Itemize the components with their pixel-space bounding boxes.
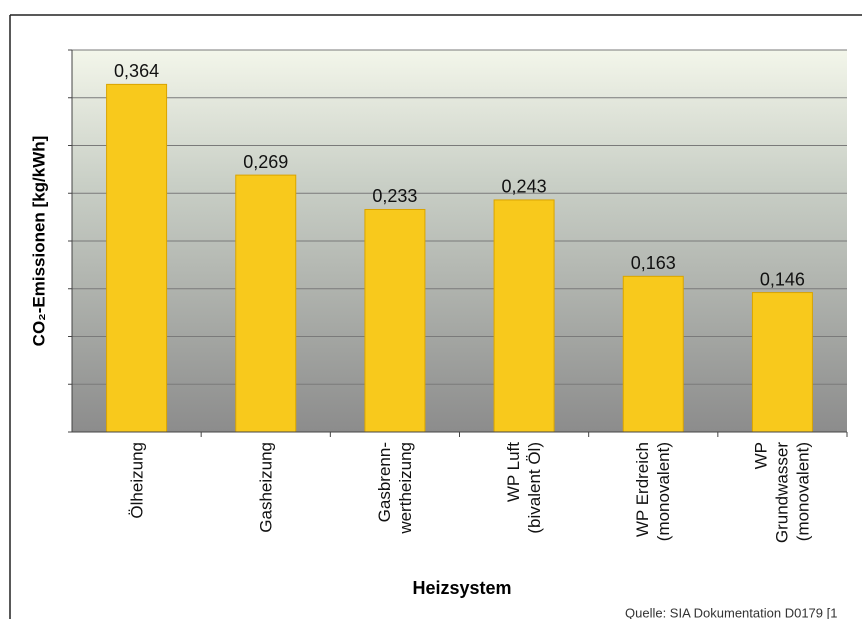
value-label: 0,163 [631, 253, 676, 273]
x-axis-title: Heizsystem [412, 578, 511, 598]
x-tick-label: WP Erdreich (monovalent) [633, 442, 674, 542]
x-tick-label: Gasbrenn- wertheizung [374, 442, 415, 534]
value-label: 0,269 [243, 152, 288, 172]
bar [364, 208, 426, 433]
y-axis-title: CO₂-Emissionen [kg/kWh] [29, 136, 48, 347]
source-note: Quelle: SIA Dokumentation D0179 [1 [625, 605, 837, 619]
bar [751, 292, 813, 433]
value-label: 0,146 [760, 269, 805, 289]
value-label: 0,364 [114, 61, 159, 81]
value-label: 0,233 [372, 186, 417, 206]
bar [106, 83, 168, 433]
x-tick-label: WP Grundwasser (monovalent) [751, 442, 813, 544]
bar [235, 174, 297, 433]
x-tick-label: WP Luft (bivalent Öl) [504, 442, 545, 534]
bar [493, 199, 555, 433]
x-tick-label: Gasheizung [256, 442, 276, 533]
value-label: 0,243 [502, 177, 547, 197]
x-tick-label: Ölheizung [127, 442, 147, 519]
bar [622, 275, 684, 433]
